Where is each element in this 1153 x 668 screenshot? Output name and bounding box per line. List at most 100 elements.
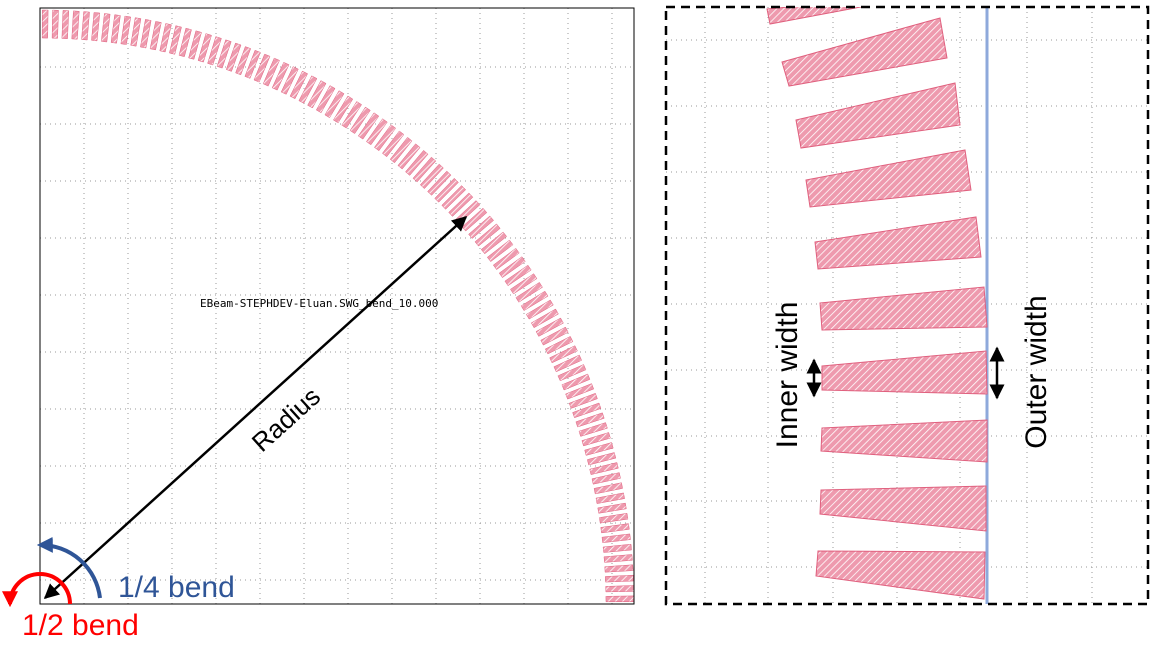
zoom-segment — [781, 17, 948, 87]
bend-segment — [581, 432, 611, 447]
zoom-segment — [805, 149, 972, 208]
bend-segment — [492, 247, 520, 270]
zoom-panel: Inner width Outer width — [664, 5, 1150, 606]
bend-segment — [553, 354, 583, 373]
bend-segment — [315, 85, 336, 114]
bend-segment — [525, 299, 554, 320]
bend-segment — [600, 523, 630, 534]
bend-segment — [530, 308, 559, 329]
bend-segment — [474, 223, 501, 247]
bend-segment — [589, 462, 619, 475]
zoom-segment — [819, 286, 988, 331]
half-bend-label: 1/2 bend — [22, 609, 139, 642]
bend-segment — [382, 130, 405, 158]
zoom-segment — [795, 82, 961, 149]
bend-segment — [225, 42, 242, 72]
bend-segment — [434, 177, 459, 203]
bend-segment — [565, 383, 595, 400]
zoom-segment — [821, 350, 988, 395]
bend-segment — [244, 49, 261, 79]
bend-segment — [535, 317, 564, 337]
bend-segment — [605, 574, 634, 583]
bend-segment — [253, 53, 271, 83]
bend-segment — [235, 46, 252, 76]
bend-segment — [544, 336, 574, 355]
bend-segment — [515, 282, 543, 303]
quarter-bend-arrow — [36, 536, 102, 599]
bend-segment — [397, 143, 421, 170]
bend-segment — [188, 30, 202, 60]
left-frame — [39, 7, 635, 605]
bend-segment — [140, 19, 152, 49]
bend-segment — [374, 124, 397, 152]
zoom-segment — [815, 550, 986, 600]
bend-segment — [341, 101, 362, 129]
bend-segment — [584, 442, 614, 456]
zoom-segment — [814, 216, 982, 270]
bend-segment — [602, 543, 632, 553]
bend-segment — [324, 90, 345, 119]
bend-segment — [333, 95, 354, 124]
bend-segment — [599, 513, 629, 524]
bend-segment — [81, 11, 90, 41]
bend-segment — [197, 33, 212, 63]
bend-segment — [427, 170, 452, 196]
bend-segment — [540, 326, 569, 346]
bend-segment — [149, 21, 162, 51]
bend-segment — [441, 185, 467, 210]
bend-segment — [120, 15, 131, 45]
bend-segment — [71, 10, 80, 40]
bend-segment — [586, 452, 617, 466]
bend-segment — [595, 492, 625, 504]
radius-label: Radius — [246, 381, 326, 457]
bend-segment — [41, 9, 49, 39]
bend-segment — [366, 118, 388, 146]
bend-segment — [448, 192, 474, 217]
bend-segment — [51, 9, 59, 39]
bend-segment — [520, 290, 549, 311]
bend-segment — [575, 412, 605, 428]
bend-segment — [593, 482, 623, 495]
bend-segment — [91, 12, 101, 42]
bend-segment — [549, 345, 578, 364]
bend-segment — [298, 75, 318, 104]
bend-segment — [307, 80, 327, 109]
left-grid — [40, 8, 634, 604]
bend-segment — [486, 239, 514, 262]
bend-segment — [604, 564, 634, 573]
bend-segment — [207, 36, 222, 66]
bend-segment — [557, 364, 587, 382]
outer-width-label: Outer width — [1020, 295, 1053, 448]
bend-segment — [591, 472, 621, 485]
bend-segment — [468, 215, 494, 239]
left-panel: EBeam-STEPHDEV-Eluan.SWG_bend_10.000 Rad… — [2, 7, 635, 642]
bend-segment — [101, 13, 111, 43]
bend-segment — [349, 106, 371, 134]
bend-segment — [605, 595, 634, 603]
zoom-frame — [664, 5, 1150, 606]
bend-segments — [41, 9, 634, 603]
bend-segment — [603, 554, 633, 563]
bend-segment — [572, 402, 602, 419]
bend-segment — [601, 533, 631, 543]
bend-segment — [510, 273, 538, 295]
zoom-segment — [820, 419, 988, 463]
bend-segment — [561, 373, 591, 391]
quarter-bend-label: 1/4 bend — [118, 571, 235, 604]
bend-segment — [419, 163, 444, 189]
bend-segment — [178, 27, 192, 58]
bend-segment — [357, 112, 380, 140]
inner-width-label: Inner width — [771, 302, 804, 449]
bend-segment — [61, 10, 70, 39]
bend-segment — [412, 156, 437, 183]
zoom-segment — [819, 485, 987, 532]
bend-segment — [169, 25, 182, 55]
bend-segment — [597, 502, 627, 514]
bend-segment — [389, 136, 413, 164]
bend-segment — [480, 231, 508, 255]
bend-segment — [130, 17, 142, 47]
bend-segment — [405, 150, 429, 176]
bend-segment — [159, 23, 172, 53]
bend-segment — [578, 422, 608, 437]
